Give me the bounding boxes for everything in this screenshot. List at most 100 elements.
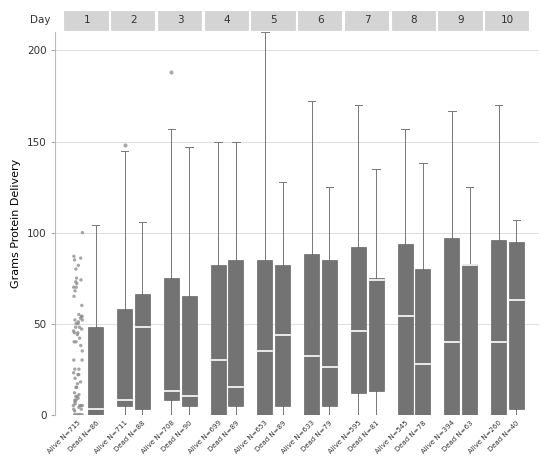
Point — [75, 391, 84, 398]
Point — [70, 329, 79, 336]
Point — [74, 320, 82, 327]
Point — [78, 313, 86, 320]
Point — [72, 338, 80, 346]
Text: Day: Day — [30, 15, 51, 25]
Point — [77, 405, 86, 413]
Point — [70, 287, 79, 295]
Point — [78, 411, 86, 418]
Point — [72, 283, 81, 291]
Text: 1: 1 — [84, 15, 90, 25]
Point — [76, 254, 85, 262]
Bar — [368, 278, 384, 391]
Point — [73, 280, 81, 288]
Point — [76, 342, 85, 349]
FancyBboxPatch shape — [110, 10, 156, 31]
Point — [70, 398, 79, 406]
Point — [72, 411, 81, 418]
Bar — [415, 269, 431, 415]
Point — [76, 378, 85, 386]
Bar — [322, 260, 337, 405]
Point — [70, 407, 79, 415]
FancyBboxPatch shape — [344, 10, 389, 31]
Point — [74, 365, 83, 373]
Bar — [351, 247, 366, 393]
Point — [75, 335, 84, 342]
Point — [74, 411, 83, 418]
Point — [72, 265, 80, 273]
Point — [72, 320, 80, 327]
Point — [78, 325, 86, 333]
Point — [69, 327, 78, 335]
Text: 10: 10 — [501, 15, 514, 25]
Point — [69, 253, 78, 260]
FancyBboxPatch shape — [204, 10, 249, 31]
Point — [70, 338, 79, 346]
Point — [77, 313, 86, 320]
Point — [71, 375, 80, 382]
Point — [72, 323, 80, 331]
Bar — [117, 309, 132, 405]
Point — [70, 365, 79, 373]
Point — [70, 256, 79, 264]
Point — [70, 293, 79, 300]
Point — [71, 400, 80, 407]
FancyBboxPatch shape — [437, 10, 483, 31]
Text: 5: 5 — [271, 15, 277, 25]
Point — [70, 316, 79, 324]
Bar — [304, 254, 319, 415]
Point — [69, 369, 78, 377]
FancyBboxPatch shape — [484, 10, 530, 31]
Bar — [509, 242, 524, 409]
Text: 4: 4 — [224, 15, 230, 25]
Text: 3: 3 — [177, 15, 184, 25]
Point — [74, 371, 83, 378]
Bar — [164, 278, 179, 400]
Bar — [228, 260, 244, 405]
Text: 8: 8 — [411, 15, 417, 25]
Text: 7: 7 — [364, 15, 371, 25]
Point — [74, 311, 83, 318]
Point — [74, 318, 82, 326]
Bar — [135, 295, 150, 409]
Bar — [257, 260, 272, 415]
Bar — [444, 238, 459, 415]
Bar — [275, 265, 290, 405]
Point — [70, 411, 79, 418]
Point — [70, 389, 79, 397]
Bar — [182, 296, 197, 405]
Point — [69, 283, 78, 291]
Point — [73, 331, 82, 338]
Point — [78, 316, 87, 324]
Point — [76, 402, 85, 409]
Point — [72, 384, 80, 391]
Bar — [398, 244, 412, 415]
Point — [72, 278, 80, 286]
Point — [73, 380, 82, 387]
Text: 9: 9 — [458, 15, 464, 25]
Point — [74, 371, 82, 378]
Point — [72, 397, 80, 404]
Point — [74, 261, 82, 269]
Text: 2: 2 — [130, 15, 137, 25]
Point — [69, 405, 78, 413]
Point — [78, 402, 87, 409]
Point — [78, 229, 87, 236]
Point — [72, 384, 81, 391]
Point — [74, 404, 83, 411]
FancyBboxPatch shape — [250, 10, 296, 31]
Point — [75, 402, 84, 409]
Point — [75, 323, 84, 331]
Point — [72, 393, 80, 400]
Point — [73, 393, 81, 400]
FancyBboxPatch shape — [63, 10, 109, 31]
FancyBboxPatch shape — [390, 10, 436, 31]
Point — [69, 356, 78, 364]
Point — [76, 315, 85, 322]
Point — [74, 329, 82, 336]
Point — [70, 397, 79, 404]
Point — [76, 411, 85, 418]
Point — [78, 347, 87, 355]
Y-axis label: Grams Protein Delivery: Grams Protein Delivery — [11, 159, 21, 288]
Point — [78, 302, 86, 309]
FancyBboxPatch shape — [297, 10, 343, 31]
